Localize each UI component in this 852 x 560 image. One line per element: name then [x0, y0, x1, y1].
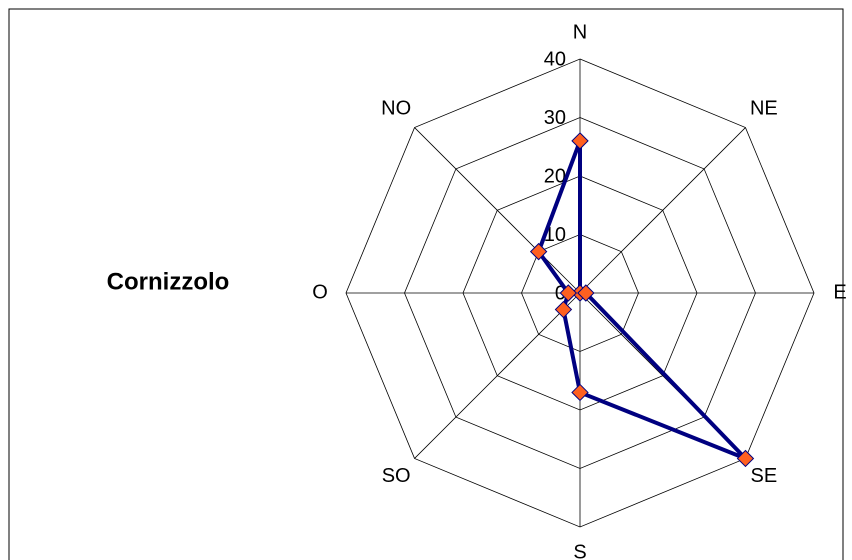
- category-label: O: [312, 281, 328, 303]
- category-label: NO: [381, 97, 411, 119]
- data-marker: [571, 383, 589, 402]
- r-tick-label: 10: [544, 224, 566, 246]
- spoke: [414, 292, 581, 459]
- chart-title: Cornizzolo: [107, 268, 230, 295]
- data-marker: [529, 242, 548, 261]
- data-marker: [736, 449, 755, 468]
- r-tick-label: 40: [544, 48, 566, 70]
- category-label: E: [833, 281, 846, 303]
- spoke: [414, 127, 581, 294]
- data-marker: [577, 284, 595, 302]
- category-label: SO: [382, 465, 411, 487]
- category-label: SE: [751, 465, 778, 487]
- data-marker: [554, 300, 573, 319]
- data-marker: [559, 284, 578, 302]
- category-label: NE: [750, 97, 778, 119]
- spoke: [579, 127, 746, 294]
- category-label: N: [573, 21, 587, 43]
- r-tick-label: 20: [544, 165, 566, 187]
- r-tick-label: 30: [544, 107, 566, 129]
- category-label: S: [573, 541, 586, 560]
- data-marker: [571, 132, 589, 150]
- chart-border: [8, 8, 844, 560]
